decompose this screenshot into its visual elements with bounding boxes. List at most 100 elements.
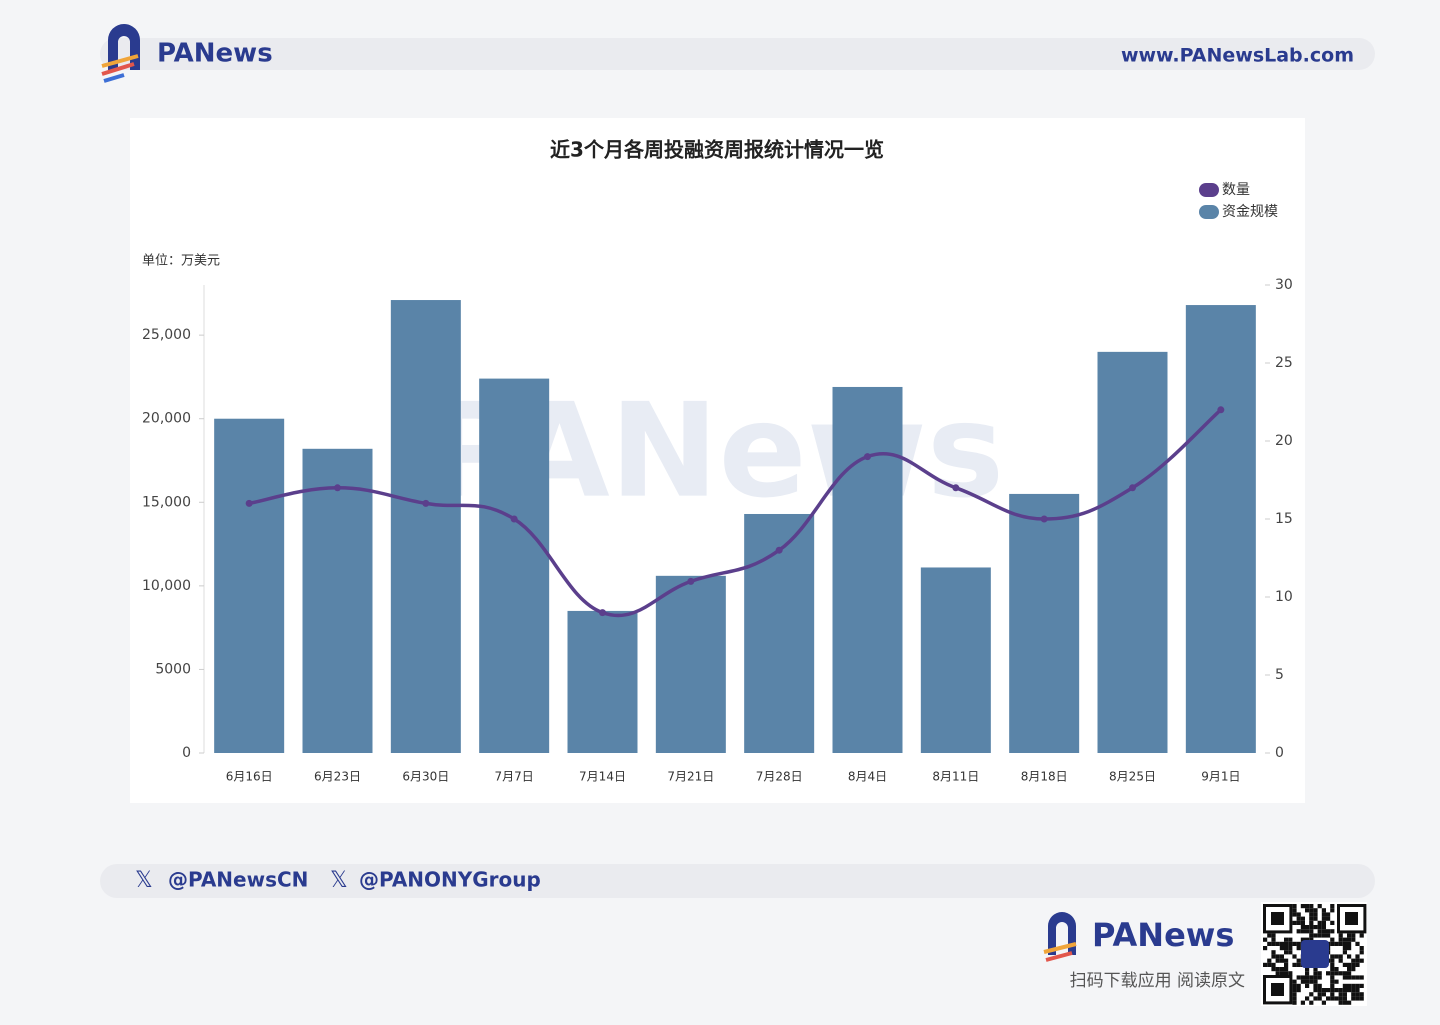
bar [1097,351,1168,753]
qr-cell [1342,941,1347,946]
qr-cell [1288,950,1293,955]
qr-cell [1309,979,1314,984]
qr-cell [1351,958,1356,963]
bar [479,378,550,753]
qr-cell [1300,1000,1305,1005]
qr-cell [1279,971,1284,976]
y-axis-label: 单位：万美元 [142,254,220,269]
qr-cell [1334,941,1339,946]
x-tick-label: 7月21日 [667,770,714,784]
qr-cell [1355,983,1360,988]
x-tick-label: 6月16日 [226,770,273,784]
qr-cell [1347,962,1352,967]
qr-cell [1317,996,1322,1001]
qr-cell [1359,983,1364,988]
qr-cell [1263,946,1268,951]
qr-cell [1296,983,1301,988]
qr-finder [1263,904,1293,934]
qr-cell [1296,946,1301,951]
qr-cell [1292,962,1297,967]
point [422,499,430,507]
qr-cell [1296,975,1301,980]
qr-cell [1359,975,1364,980]
qr-cell [1326,929,1331,934]
qr-cell [1313,967,1318,972]
logo-text: PANews [157,39,273,69]
qr-cell [1305,996,1310,1001]
qr-cell [1309,975,1314,980]
qr-cell [1313,916,1318,921]
qr-cell [1330,983,1335,988]
qr-cell [1342,962,1347,967]
point [952,484,960,492]
qr-cell [1305,925,1310,930]
qr-cell [1309,920,1314,925]
bar [1185,305,1256,753]
qr-cell [1313,975,1318,980]
qr-cell [1330,979,1335,984]
qr-cell [1300,975,1305,980]
qr-cell [1321,912,1326,917]
x-tick-label: 7月7日 [495,770,534,784]
qr-cell [1292,979,1297,984]
qr-cell [1342,950,1347,955]
y-tick-label: 0 [182,745,191,761]
qr-cell [1317,971,1322,976]
qr-cell [1313,912,1318,917]
qr-cell [1359,946,1364,951]
x-tick-label: 6月30日 [402,770,449,784]
bar [655,575,726,753]
qr-cell [1326,988,1331,993]
qr-cell [1300,904,1305,909]
qr-cell [1305,967,1310,972]
qr-cell [1288,937,1293,942]
qr-cell [1317,925,1322,930]
qr-cell [1355,996,1360,1001]
legend-swatch [1199,183,1219,197]
qr-cell [1347,933,1352,938]
qr-cell [1296,916,1301,921]
qr-cell [1355,992,1360,997]
qr-cell [1275,971,1280,976]
qr-cell [1309,912,1314,917]
qr-cell [1300,920,1305,925]
chart-title: 近3个月各周投融资周报统计情况一览 [550,138,884,162]
legend-label: 数量 [1222,182,1250,198]
bar [302,448,373,753]
qr-cell [1300,979,1305,984]
point [1040,515,1048,523]
qr-cell [1279,958,1284,963]
qr-cell [1351,996,1356,1001]
bar [744,513,815,753]
qr-cell [1338,933,1343,938]
qr-code [1261,902,1367,1006]
qr-cell [1313,925,1318,930]
qr-cell [1359,996,1364,1001]
qr-cell [1338,988,1343,993]
qr-cell [1305,979,1310,984]
qr-cell [1342,1000,1347,1005]
site-url: www.PANewsLab.com [1121,45,1354,67]
qr-cell [1321,916,1326,921]
qr-cell [1326,916,1331,921]
qr-cell [1305,971,1310,976]
qr-cell [1330,904,1335,909]
y2-tick-label: 30 [1275,277,1293,293]
qr-cell [1317,933,1322,938]
qr-cell [1351,937,1356,942]
qr-cell [1296,958,1301,963]
legend-label: 资金规模 [1222,204,1278,220]
qr-cell [1351,975,1356,980]
qr-finder [1337,904,1367,934]
x-tick-label: 8月4日 [848,770,887,784]
qr-cell [1309,925,1314,930]
qr-cell [1321,920,1326,925]
qr-cell [1338,971,1343,976]
qr-cell [1313,933,1318,938]
qr-cell [1275,958,1280,963]
qr-cell [1321,988,1326,993]
qr-cell [1296,912,1301,917]
point [1217,406,1225,414]
qr-cell [1330,992,1335,997]
